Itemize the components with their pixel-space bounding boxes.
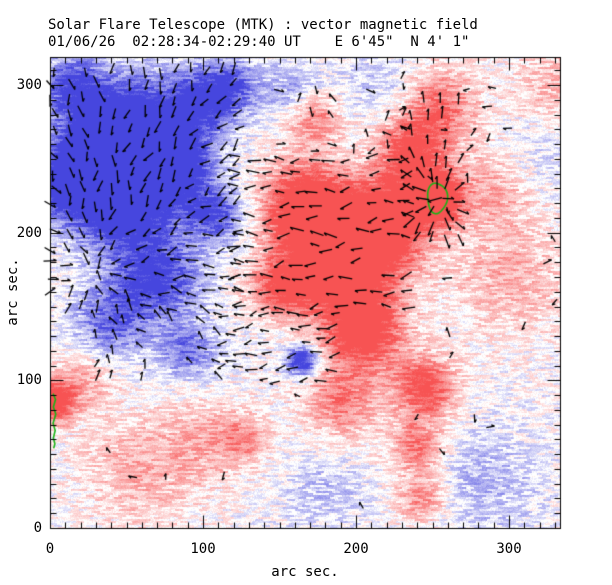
x-tick-label: 0 [45, 541, 55, 557]
x-axis-label: arc sec. [271, 564, 339, 580]
x-tick-label: 300 [496, 541, 522, 557]
y-axis-label: arc sec. [5, 258, 21, 326]
y-tick-label: 200 [16, 224, 42, 241]
x-tick-label: 100 [190, 541, 216, 557]
y-tick-label: 100 [16, 372, 42, 389]
y-tick-label: 300 [16, 77, 42, 94]
y-tick-label: 0 [33, 520, 42, 536]
x-tick-label: 200 [343, 541, 369, 557]
